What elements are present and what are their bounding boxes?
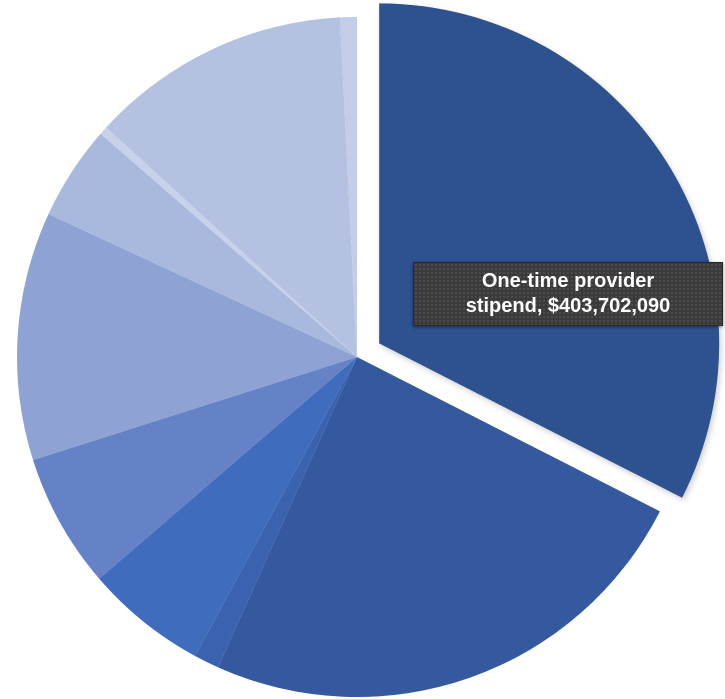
pie-slice-3 <box>195 357 357 668</box>
data-label-one-time-provider-stipend: One-time provider stipend, $403,702,090 <box>413 262 723 326</box>
pie-slice-5 <box>32 357 357 579</box>
pie-slice-10 <box>339 17 357 357</box>
pie-slice-1 <box>379 3 720 498</box>
pie-slice-9 <box>106 17 357 357</box>
pie-slice-6 <box>17 214 358 461</box>
data-label-line-1: One-time provider <box>481 270 655 292</box>
pie-slice-4 <box>99 357 357 656</box>
pie-slice-8 <box>100 127 357 358</box>
pie-slice-7 <box>48 133 358 357</box>
pie-slice-2 <box>218 357 660 697</box>
pie-slices <box>17 3 720 697</box>
data-label-line-2: stipend, $403,702,090 <box>465 295 671 317</box>
